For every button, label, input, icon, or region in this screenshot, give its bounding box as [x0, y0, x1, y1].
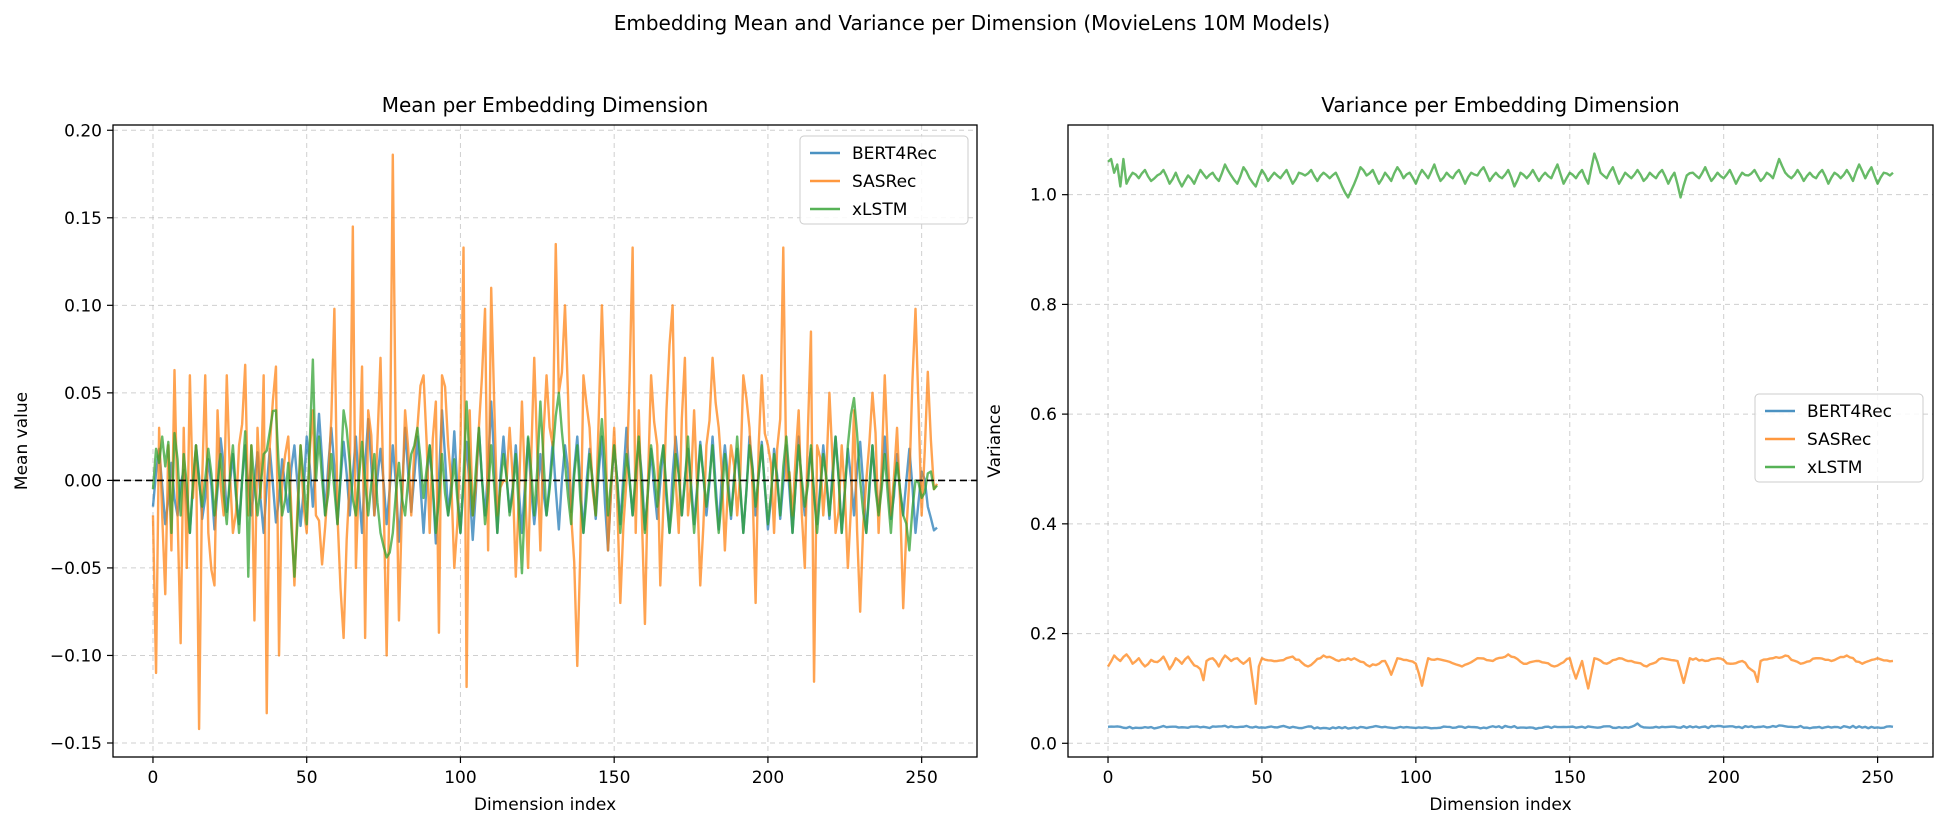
x-tick-label: 150 — [1554, 768, 1586, 788]
y-tick-label: 1.0 — [1030, 186, 1057, 206]
y-tick-label: 0.2 — [1030, 625, 1057, 645]
chart-panel-1 — [107, 124, 978, 763]
chart-panel-2 — [1062, 124, 1934, 763]
y-tick-label: 0.6 — [1030, 405, 1057, 425]
axes-frame — [112, 124, 978, 758]
series-line-xlstm — [151, 358, 938, 578]
figure-suptitle: Embedding Mean and Variance per Dimensio… — [614, 11, 1331, 35]
x-tick-label: 200 — [1707, 768, 1739, 788]
y-tick-label: 0.4 — [1030, 515, 1057, 535]
chart-title: Mean per Embedding Dimension — [382, 93, 709, 117]
y-tick-label: 0.8 — [1030, 295, 1057, 315]
legend-label-xlstm: xLSTM — [852, 200, 907, 220]
legend-label-sasrec: SASRec — [1807, 430, 1871, 450]
x-tick-label: 50 — [296, 768, 318, 788]
y-tick-label: 0.00 — [64, 471, 102, 491]
x-tick-label: 100 — [1400, 768, 1432, 788]
x-tick-label: 50 — [1251, 768, 1273, 788]
series-line-xlstm — [1107, 152, 1894, 199]
legend-box — [799, 135, 969, 225]
y-tick-label: 0.10 — [64, 296, 102, 316]
plot-area — [151, 153, 939, 731]
legend-label-bert4rec: BERT4Rec — [852, 144, 937, 164]
legend-label-xlstm: xLSTM — [1807, 458, 1862, 478]
y-axis-label: Variance — [985, 404, 1005, 477]
x-tick-label: 100 — [444, 768, 476, 788]
x-axis-label: Dimension index — [474, 795, 616, 815]
x-tick-label: 250 — [1861, 768, 1893, 788]
chart-title: Variance per Embedding Dimension — [1321, 93, 1679, 117]
y-tick-label: −0.10 — [50, 646, 102, 666]
legend-label-sasrec: SASRec — [852, 172, 916, 192]
series-line-sasrec — [1106, 653, 1894, 705]
legend-box — [1754, 393, 1924, 483]
y-tick-label: 0.15 — [64, 209, 102, 229]
x-tick-label: 250 — [905, 768, 937, 788]
series-line-sasrec — [151, 153, 939, 731]
y-tick-label: −0.05 — [50, 559, 102, 579]
legend-label-bert4rec: BERT4Rec — [1807, 402, 1892, 422]
y-tick-label: 0.0 — [1030, 734, 1057, 754]
x-tick-label: 200 — [752, 768, 784, 788]
y-axis-label: Mean value — [12, 392, 32, 490]
x-tick-label: 150 — [598, 768, 630, 788]
x-tick-label: 0 — [148, 768, 159, 788]
x-tick-label: 0 — [1103, 768, 1114, 788]
axes-frame — [1067, 124, 1934, 758]
y-tick-label: 0.20 — [64, 121, 102, 141]
y-tick-label: 0.05 — [64, 384, 102, 404]
x-axis-label: Dimension index — [1429, 795, 1571, 815]
plot-area — [1106, 152, 1894, 731]
series-line-bert4rec — [1107, 722, 1894, 731]
y-tick-label: −0.15 — [50, 734, 102, 754]
